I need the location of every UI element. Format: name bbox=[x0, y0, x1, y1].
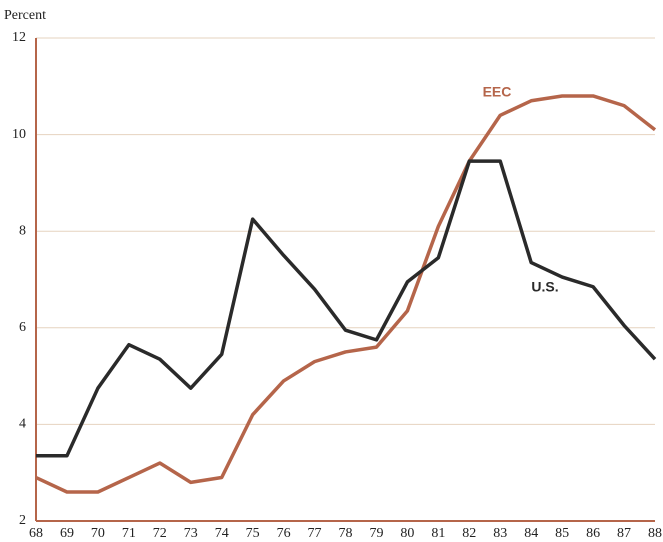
y-tick-label: 10 bbox=[12, 127, 26, 142]
x-tick-label: 69 bbox=[60, 526, 74, 541]
series-line bbox=[35, 94, 657, 494]
y-axis-label: Percent bbox=[4, 8, 46, 23]
x-tick-label: 80 bbox=[400, 526, 414, 541]
y-tick-label: 12 bbox=[12, 30, 26, 45]
series-label: EEC bbox=[483, 84, 512, 100]
x-tick-label: 77 bbox=[308, 526, 322, 541]
series-line bbox=[36, 159, 657, 458]
y-tick-label: 4 bbox=[19, 417, 26, 432]
x-tick-label: 75 bbox=[246, 526, 260, 541]
x-tick-label: 83 bbox=[493, 526, 507, 541]
x-tick-label: 74 bbox=[215, 526, 229, 541]
x-tick-label: 86 bbox=[586, 526, 600, 541]
x-tick-label: 70 bbox=[91, 526, 105, 541]
x-tick-label: 79 bbox=[369, 526, 383, 541]
x-tick-label: 85 bbox=[555, 526, 569, 541]
series-label: U.S. bbox=[531, 279, 558, 295]
x-tick-label: 84 bbox=[524, 526, 538, 541]
x-tick-label: 71 bbox=[122, 526, 136, 541]
x-tick-label: 73 bbox=[184, 526, 198, 541]
y-tick-label: 8 bbox=[19, 223, 26, 238]
x-tick-label: 78 bbox=[339, 526, 353, 541]
x-tick-label: 68 bbox=[29, 526, 43, 541]
y-tick-label: 6 bbox=[19, 320, 26, 335]
x-tick-label: 87 bbox=[617, 526, 631, 541]
x-tick-label: 88 bbox=[648, 526, 662, 541]
x-tick-label: 82 bbox=[462, 526, 476, 541]
x-tick-label: 76 bbox=[277, 526, 291, 541]
x-tick-label: 81 bbox=[431, 526, 445, 541]
x-tick-label: 72 bbox=[153, 526, 167, 541]
y-tick-label: 2 bbox=[19, 513, 26, 528]
